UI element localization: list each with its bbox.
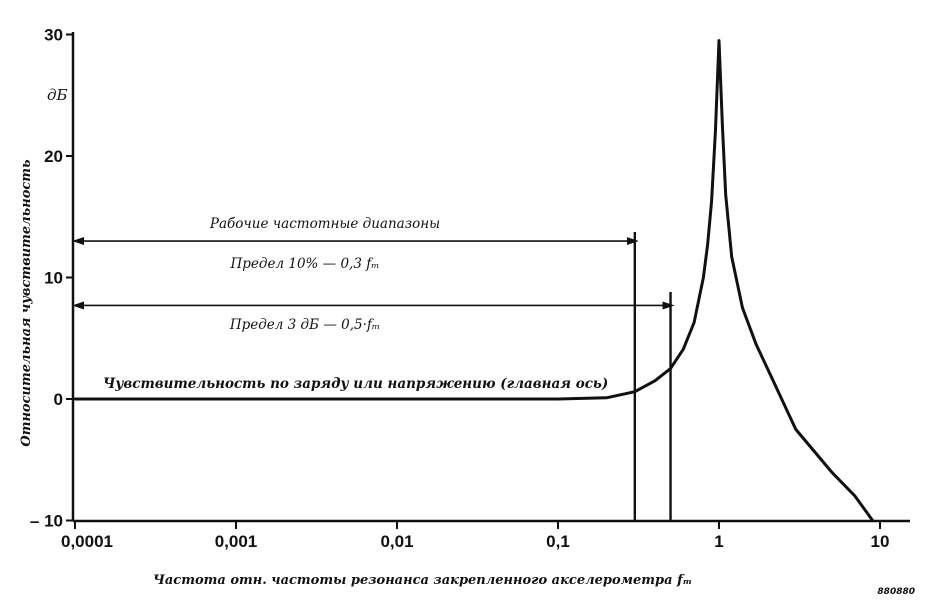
x-tick-label: 0,001: [215, 532, 258, 551]
series-point: [755, 343, 757, 346]
series-point: [854, 495, 856, 498]
y-tick-label: 0: [54, 390, 63, 409]
figure-id: 880880: [877, 587, 915, 597]
x-tick-label: 0,1: [546, 532, 570, 551]
series-point: [693, 321, 695, 324]
limit-3db-label: Предел 3 дБ — 0,5·fₘ: [229, 317, 380, 333]
series-point: [682, 348, 685, 351]
series-point: [724, 194, 727, 196]
ticks-layer: 0,0001 0,001 0,01 0,1 1 10 30 20 10 0 – 10: [30, 26, 890, 552]
series-point: [396, 398, 398, 400]
curve-label: Чувствительность по заряду или напряжени…: [103, 376, 608, 392]
series-point: [74, 398, 76, 400]
y-tick-label: 10: [44, 269, 63, 288]
ranges-title: Рабочие частотные диапазоны: [209, 216, 440, 232]
series-point: [710, 200, 713, 202]
y-unit-label: дБ: [47, 86, 68, 104]
y-axis-title: Относительная чувствительность: [19, 159, 34, 447]
series-point: [557, 398, 559, 400]
x-tick-label: 0,01: [380, 532, 413, 551]
limit-10-label: Предел 10% — 0,3 fₘ: [230, 256, 380, 272]
y-tick-label: 30: [44, 26, 63, 45]
series-point: [654, 380, 656, 382]
series-point: [766, 367, 769, 370]
y-tick-label: – 10: [30, 512, 63, 531]
series-point: [634, 390, 636, 393]
annotations-layer: [72, 232, 675, 521]
series-point: [714, 130, 717, 133]
series-point: [669, 367, 672, 370]
series-line-0: [73, 39, 875, 522]
series-point: [741, 307, 744, 309]
x-tick-label: 1: [714, 532, 723, 551]
series-point: [702, 276, 705, 279]
series-point: [235, 398, 237, 400]
series-point: [730, 255, 733, 258]
series-point: [706, 243, 709, 246]
series-point: [830, 471, 833, 473]
series-point: [718, 39, 720, 42]
x-tick-label: 10: [871, 532, 890, 551]
y-tick-label: 20: [44, 147, 63, 166]
series-point: [795, 428, 797, 431]
series-point: [721, 124, 724, 127]
x-tick-label: 0,0001: [61, 532, 113, 551]
series-point: [871, 519, 874, 522]
series-layer: [73, 39, 875, 522]
x-axis-title: Частота отн. частоты резонанса закреплен…: [153, 573, 692, 588]
series-point: [605, 397, 608, 399]
